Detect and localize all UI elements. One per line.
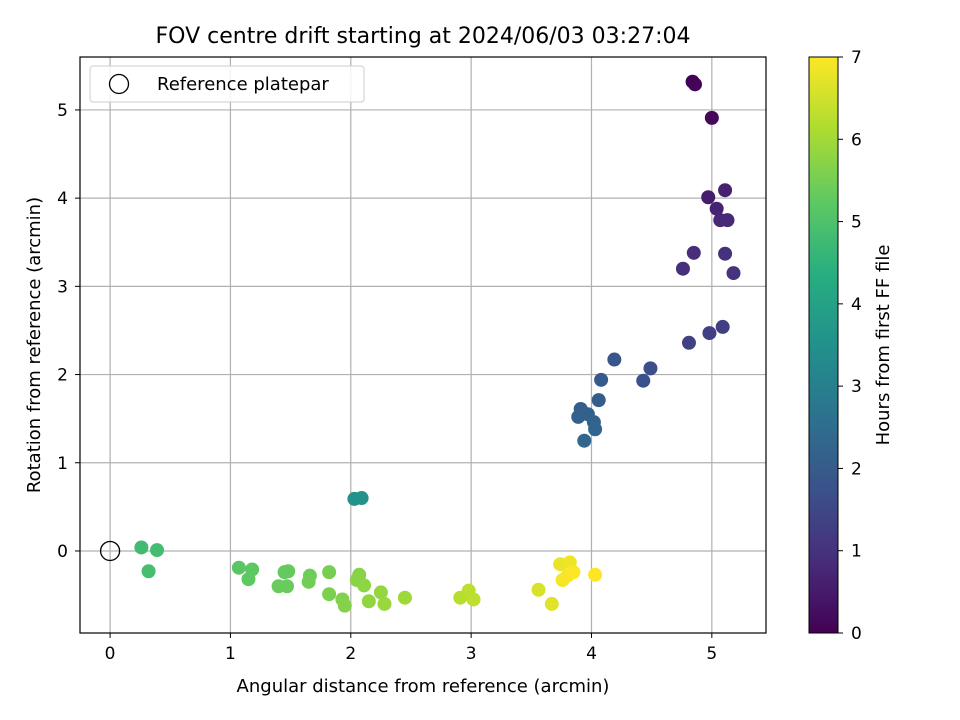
data-point [337, 598, 352, 613]
data-point [531, 582, 546, 597]
data-point [301, 574, 316, 589]
y-tick-label: 3 [57, 277, 68, 297]
legend-box [89, 65, 365, 103]
data-point [361, 594, 376, 609]
data-point [241, 572, 256, 587]
data-point [566, 565, 581, 580]
data-point [701, 190, 716, 205]
colorbar-tick-label: 4 [851, 295, 862, 315]
colorbar: 0 1 2 3 4 5 6 7 Hours from first FF file [808, 48, 894, 644]
data-point [594, 372, 609, 387]
data-point [150, 543, 165, 558]
x-tick-label: 4 [586, 644, 597, 664]
x-tick-label: 2 [345, 644, 356, 664]
data-point [726, 266, 741, 281]
colorbar-tick-label: 0 [851, 624, 862, 644]
data-point [588, 422, 603, 437]
y-tick-label: 0 [57, 542, 68, 562]
colorbar-label: Hours from first FF file [873, 245, 894, 446]
data-point [607, 352, 622, 367]
x-tick-label: 5 [706, 644, 717, 664]
x-tick-label: 3 [466, 644, 477, 664]
colorbar-ticks: 0 1 2 3 4 5 6 7 [838, 48, 862, 644]
data-point [636, 373, 651, 388]
colorbar-tick-label: 3 [851, 377, 862, 397]
data-point [544, 596, 559, 611]
data-point [373, 585, 388, 600]
y-axis-label: Rotation from reference (arcmin) [24, 197, 45, 493]
legend: Reference platepar [89, 65, 365, 103]
data-point [643, 361, 658, 376]
data-points [99, 74, 741, 613]
data-point [322, 587, 337, 602]
data-point [141, 564, 156, 579]
reference-platepar-marker [99, 540, 121, 562]
data-point [720, 213, 735, 228]
legend-entry-label: Reference platepar [157, 74, 329, 95]
data-point [704, 110, 719, 125]
data-point [681, 335, 696, 350]
x-axis-ticks: 0 1 2 3 4 5 [105, 633, 717, 664]
data-point [354, 491, 369, 506]
data-point [281, 564, 296, 579]
data-point [231, 560, 246, 575]
colorbar-tick-label: 5 [851, 213, 862, 233]
y-tick-label: 1 [57, 454, 68, 474]
data-point [686, 245, 701, 260]
y-axis-ticks: 0 1 2 3 4 5 [57, 101, 80, 562]
data-point [466, 592, 481, 607]
colorbar-tick-label: 6 [851, 130, 862, 150]
legend-marker-reference [108, 73, 130, 95]
y-tick-label: 4 [57, 189, 68, 209]
data-point [718, 246, 733, 261]
x-tick-label: 1 [225, 644, 236, 664]
colorbar-tick-label: 2 [851, 459, 862, 479]
colorbar-gradient [808, 56, 839, 634]
plot-area-frame [79, 56, 767, 634]
data-point [709, 201, 724, 216]
data-point [377, 596, 392, 611]
grid [80, 57, 766, 633]
data-point [397, 590, 412, 605]
data-point [588, 567, 603, 582]
colorbar-tick-label: 1 [851, 542, 862, 562]
data-point [687, 77, 702, 92]
data-point [357, 578, 372, 593]
data-point [675, 261, 690, 276]
data-point [280, 579, 295, 594]
colorbar-tick-label: 7 [851, 48, 862, 68]
data-point [715, 319, 730, 334]
data-point [577, 433, 592, 448]
data-point [591, 393, 606, 408]
data-point [702, 326, 717, 341]
y-tick-label: 5 [57, 101, 68, 121]
chart-title: FOV centre drift starting at 2024/06/03 … [156, 24, 691, 49]
y-tick-label: 2 [57, 366, 68, 386]
data-point [322, 565, 337, 580]
data-point [718, 183, 733, 198]
data-point [134, 540, 149, 555]
x-tick-label: 0 [105, 644, 116, 664]
x-axis-label: Angular distance from reference (arcmin) [237, 676, 610, 697]
